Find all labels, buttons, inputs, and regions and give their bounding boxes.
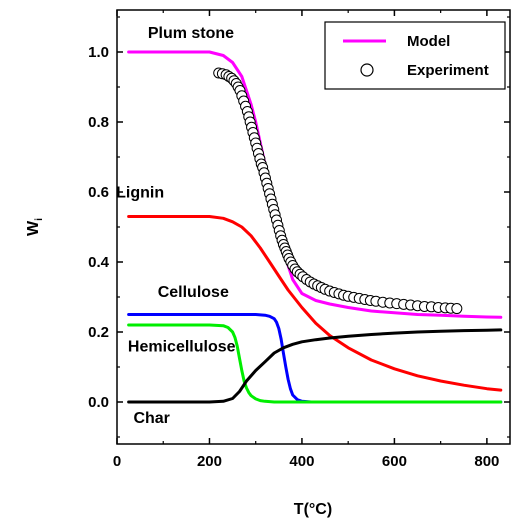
y-tick-label-3: 0.6 [88, 184, 109, 201]
x-tick-label-0: 0 [113, 453, 121, 470]
x-tick-label-200: 200 [197, 453, 222, 470]
legend-model-label: Model [407, 33, 450, 50]
series-line-hemicellulose [127, 323, 503, 404]
y-tick-label-2: 0.4 [88, 254, 110, 271]
y-tick-label-0: 0.0 [88, 394, 109, 411]
legend-experiment-label: Experiment [407, 62, 489, 79]
legend-experiment-marker [360, 63, 374, 77]
series-line-cellulose [127, 313, 503, 404]
annotation-plum-stone: Plum stone [148, 25, 234, 42]
y-tick-label-4: 0.8 [88, 114, 109, 131]
legend-box [324, 21, 506, 90]
series-line-lignin [127, 215, 503, 392]
x-tick-label-800: 800 [474, 453, 499, 470]
series-line-plum-stone [127, 50, 503, 319]
legend: Model Experiment [324, 21, 506, 90]
y-axis-title-main: W [25, 220, 42, 236]
svg-text:Wi: Wi [25, 218, 45, 236]
annotation-lignin: Lignin [116, 184, 164, 201]
series-line-char [127, 328, 503, 404]
y-tick-label-5: 1.0 [88, 44, 109, 61]
x-tick-label-600: 600 [382, 453, 407, 470]
y-axis-title: Wi [25, 218, 45, 236]
annotation-hemicellulose: Hemicellulose [128, 338, 236, 355]
annotation-cellulose: Cellulose [158, 284, 229, 301]
experiment-point [451, 303, 463, 315]
y-tick-label-1: 0.2 [88, 324, 109, 341]
x-axis-title: T(°C) [294, 501, 332, 518]
x-tick-label-400: 400 [289, 453, 314, 470]
y-axis-title-sub: i [34, 218, 45, 221]
annotation-char: Char [133, 410, 169, 427]
